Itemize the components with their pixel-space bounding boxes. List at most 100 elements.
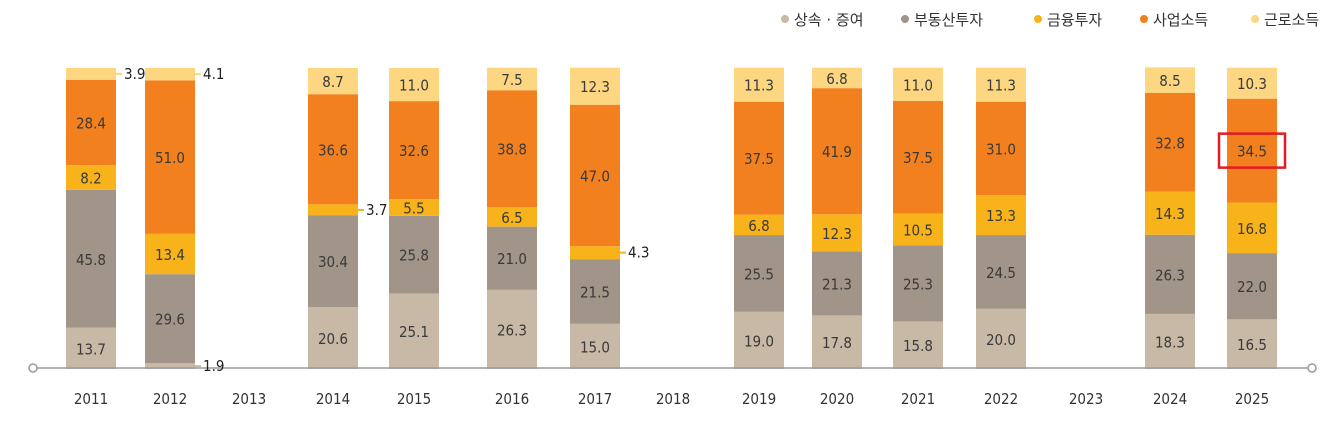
data-label: 25.5 bbox=[744, 265, 774, 283]
bar-segment bbox=[812, 67, 862, 89]
bar-segment bbox=[487, 67, 537, 91]
data-label: 20.0 bbox=[986, 331, 1016, 349]
data-label: 3.9 bbox=[124, 65, 145, 83]
bar-segment bbox=[570, 259, 620, 324]
bar-segment bbox=[1227, 319, 1277, 369]
data-label: 11.3 bbox=[986, 77, 1016, 95]
bar-segment bbox=[893, 213, 943, 246]
data-label: 21.3 bbox=[822, 275, 852, 293]
data-label: 47.0 bbox=[580, 167, 610, 185]
data-label: 15.8 bbox=[903, 337, 933, 355]
bar-segment bbox=[1227, 202, 1277, 254]
bar-segment bbox=[570, 67, 620, 105]
bar-segment bbox=[308, 68, 358, 95]
legend-marker bbox=[781, 15, 789, 23]
bar-segment bbox=[570, 246, 620, 260]
x-tick-label: 2011 bbox=[74, 390, 108, 408]
data-label: 11.3 bbox=[744, 77, 774, 95]
data-label: 3.7 bbox=[366, 201, 387, 219]
x-axis: 2011 2012 2013 2014 2015 2016 2017 2018 2019 2020… bbox=[28, 363, 1317, 408]
x-tick-label: 2012 bbox=[153, 390, 187, 408]
data-label: 34.5 bbox=[1237, 143, 1267, 161]
bar-segment bbox=[1145, 313, 1195, 369]
data-label: 17.8 bbox=[822, 334, 852, 352]
bar-segment bbox=[145, 233, 195, 275]
data-label: 32.8 bbox=[1155, 134, 1185, 152]
bar-segment bbox=[487, 226, 537, 290]
legend-label: 사업소득 bbox=[1153, 11, 1208, 29]
bar-segment bbox=[389, 101, 439, 200]
bar-segment bbox=[1227, 253, 1277, 320]
bar-segment bbox=[570, 323, 620, 369]
legend-label: 근로소득 bbox=[1264, 11, 1319, 29]
x-tick-label: 2024 bbox=[1153, 390, 1187, 408]
bar-segment bbox=[308, 204, 358, 216]
bar-segment bbox=[1227, 67, 1277, 99]
data-label: 45.8 bbox=[76, 251, 106, 269]
bar-segment bbox=[487, 207, 537, 227]
data-label: 29.6 bbox=[155, 311, 185, 329]
bar-segment bbox=[734, 67, 784, 102]
x-tick-label: 2022 bbox=[984, 390, 1018, 408]
data-label: 10.3 bbox=[1237, 75, 1267, 93]
bar-segment bbox=[66, 189, 116, 328]
bar-segment bbox=[487, 289, 537, 369]
data-label: 25.3 bbox=[903, 275, 933, 293]
bar-segment bbox=[812, 88, 862, 215]
bar-segment bbox=[893, 245, 943, 322]
data-label: 41.9 bbox=[822, 143, 852, 161]
data-label: 10.5 bbox=[903, 221, 933, 239]
data-label: 13.3 bbox=[986, 207, 1016, 225]
bar-segment bbox=[389, 199, 439, 216]
data-label: 25.1 bbox=[399, 323, 429, 341]
bar-segment bbox=[893, 67, 943, 101]
legend-label: 상속 · 증여 bbox=[794, 11, 864, 29]
data-label: 22.0 bbox=[1237, 278, 1267, 296]
bar-segment bbox=[145, 80, 195, 234]
bar-segment bbox=[734, 214, 784, 236]
data-label: 4.3 bbox=[628, 244, 649, 262]
data-label: 14.3 bbox=[1155, 205, 1185, 223]
data-label: 1.9 bbox=[203, 357, 224, 375]
bar-segment bbox=[145, 363, 195, 369]
x-tick-label: 2013 bbox=[232, 390, 266, 408]
x-tick-label: 2014 bbox=[316, 390, 350, 408]
x-tick-label: 2021 bbox=[901, 390, 935, 408]
data-label: 25.8 bbox=[399, 247, 429, 265]
data-label: 21.5 bbox=[580, 283, 610, 301]
bar-segment bbox=[308, 94, 358, 205]
data-label: 32.6 bbox=[399, 142, 429, 160]
bar-segment bbox=[812, 315, 862, 369]
data-label: 51.0 bbox=[155, 149, 185, 167]
data-label: 6.5 bbox=[501, 209, 522, 227]
bar-segment bbox=[66, 79, 116, 166]
bar-segment bbox=[308, 215, 358, 307]
legend-marker bbox=[1140, 15, 1148, 23]
data-label: 8.5 bbox=[1159, 72, 1180, 90]
chart-legend: 상속 · 증여 부동산투자 금융투자 사업소득 근로소득 bbox=[781, 11, 1319, 29]
bar-segment bbox=[976, 195, 1026, 236]
data-label: 19.0 bbox=[744, 332, 774, 350]
data-label: 37.5 bbox=[744, 150, 774, 168]
data-label: 18.3 bbox=[1155, 333, 1185, 351]
axis-start-marker bbox=[28, 363, 38, 373]
axis-end-marker bbox=[1307, 363, 1317, 373]
bar-segment bbox=[145, 68, 195, 81]
data-label: 8.2 bbox=[80, 170, 101, 188]
legend-marker bbox=[901, 15, 909, 23]
bar-segment bbox=[66, 165, 116, 190]
data-label: 37.5 bbox=[903, 149, 933, 167]
bar-segment bbox=[389, 293, 439, 369]
legend-label: 금융투자 bbox=[1047, 11, 1102, 29]
bar-segment bbox=[1145, 234, 1195, 314]
bar-segment bbox=[976, 101, 1026, 196]
data-label: 21.0 bbox=[497, 250, 527, 268]
data-label: 15.0 bbox=[580, 338, 610, 356]
data-label: 20.6 bbox=[318, 330, 348, 348]
x-tick-label: 2025 bbox=[1235, 390, 1269, 408]
x-tick-label: 2015 bbox=[397, 390, 431, 408]
bar-segment bbox=[308, 306, 358, 369]
data-label: 13.7 bbox=[76, 340, 106, 358]
data-label: 12.3 bbox=[580, 78, 610, 96]
bar-segment bbox=[389, 215, 439, 294]
